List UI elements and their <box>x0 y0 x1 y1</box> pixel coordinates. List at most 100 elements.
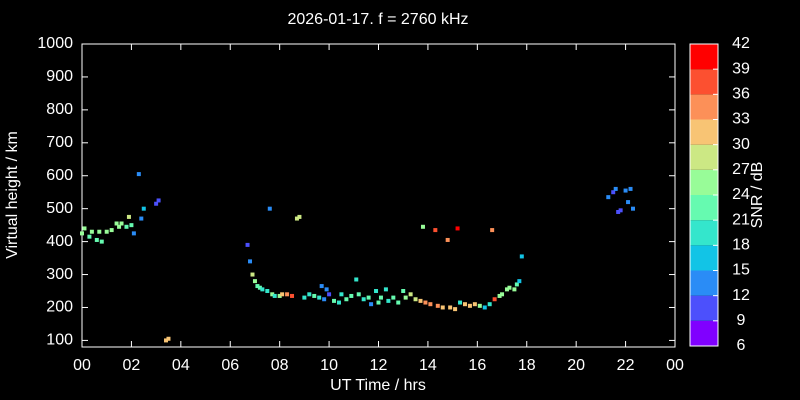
data-point <box>401 289 406 294</box>
colorbar-band <box>690 94 718 120</box>
data-point <box>265 289 270 294</box>
data-point <box>423 300 428 305</box>
data-point <box>490 228 495 233</box>
data-point <box>255 284 260 289</box>
data-point <box>94 237 99 242</box>
data-point <box>435 303 440 308</box>
data-point <box>307 292 312 297</box>
colorbar-band <box>690 69 718 95</box>
data-point <box>514 282 519 287</box>
data-point <box>257 285 262 290</box>
colorbar-band <box>690 320 718 346</box>
data-point <box>613 186 618 191</box>
data-point <box>445 237 450 242</box>
data-point <box>504 287 509 292</box>
data-point <box>131 231 136 236</box>
colorbar-tick-label: 6 <box>737 337 746 354</box>
x-tick-label: 22 <box>617 357 635 374</box>
data-point <box>139 216 144 221</box>
data-point <box>285 292 290 297</box>
colorbar-band <box>690 144 718 170</box>
data-point <box>119 221 124 226</box>
colorbar-tick-label: 39 <box>732 60 750 77</box>
data-point <box>280 292 285 297</box>
data-point <box>378 295 383 300</box>
data-point <box>467 303 472 308</box>
data-point <box>250 272 255 277</box>
data-point <box>97 229 102 234</box>
y-tick-label: 300 <box>46 266 73 283</box>
x-tick-label: 10 <box>320 357 338 374</box>
data-point <box>267 206 272 211</box>
data-point <box>383 287 388 292</box>
data-point <box>87 234 92 239</box>
data-point <box>312 293 317 298</box>
colorbar-band <box>690 220 718 246</box>
data-point <box>403 295 408 300</box>
y-tick-label: 400 <box>46 233 73 250</box>
chart-title: 2026-01-17. f = 2760 kHz <box>287 11 468 28</box>
colorbar-tick-label: 42 <box>732 35 750 52</box>
x-axis-label: UT Time / hrs <box>330 377 426 394</box>
colorbar-tick-label: 27 <box>732 161 750 178</box>
data-point <box>606 195 611 200</box>
data-point <box>117 224 122 229</box>
data-point <box>386 298 391 303</box>
colorbar-band <box>690 44 718 70</box>
data-point <box>396 300 401 305</box>
x-tick-label: 00 <box>666 357 684 374</box>
data-point <box>623 188 628 193</box>
data-point <box>453 307 458 312</box>
data-point <box>317 295 322 300</box>
data-point <box>332 298 337 303</box>
data-point <box>114 221 119 226</box>
data-point <box>482 305 487 310</box>
colorbar-band <box>690 270 718 296</box>
data-point <box>433 228 438 233</box>
data-point <box>616 209 621 214</box>
data-point <box>374 289 379 294</box>
data-point <box>272 293 277 298</box>
y-tick-label: 600 <box>46 167 73 184</box>
data-point <box>164 338 169 343</box>
y-tick-label: 200 <box>46 299 73 316</box>
data-point <box>245 242 250 247</box>
colorbar-tick-label: 33 <box>732 111 750 128</box>
data-point <box>369 302 374 307</box>
data-point <box>361 297 366 302</box>
x-tick-label: 04 <box>172 357 190 374</box>
data-point <box>512 287 517 292</box>
data-point <box>354 277 359 282</box>
data-point <box>349 293 354 298</box>
x-tick-label: 08 <box>271 357 289 374</box>
data-point <box>344 297 349 302</box>
data-point <box>339 292 344 297</box>
data-point <box>500 292 505 297</box>
data-point <box>124 224 129 229</box>
x-tick-label: 02 <box>123 357 141 374</box>
y-tick-label: 900 <box>46 68 73 85</box>
colorbar-tick-label: 21 <box>732 211 750 228</box>
data-point <box>418 298 423 303</box>
data-point <box>458 300 463 305</box>
data-point <box>252 279 257 284</box>
x-tick-label: 18 <box>518 357 536 374</box>
data-point <box>517 279 522 284</box>
x-tick-label: 06 <box>221 357 239 374</box>
data-point <box>618 208 623 213</box>
data-point <box>492 297 497 302</box>
y-tick-label: 1000 <box>37 35 73 52</box>
colorbar-tick-label: 9 <box>737 312 746 329</box>
data-point <box>129 223 134 228</box>
data-point <box>611 190 616 195</box>
data-point <box>89 229 94 234</box>
data-point <box>391 295 396 300</box>
colorbar-band <box>690 245 718 271</box>
data-point <box>507 285 512 290</box>
data-point <box>324 287 329 292</box>
colorbar-tick-label: 36 <box>732 86 750 103</box>
data-point <box>166 336 171 341</box>
colorbar-tick-label: 15 <box>732 262 750 279</box>
colorbar-tick-label: 18 <box>732 237 750 254</box>
